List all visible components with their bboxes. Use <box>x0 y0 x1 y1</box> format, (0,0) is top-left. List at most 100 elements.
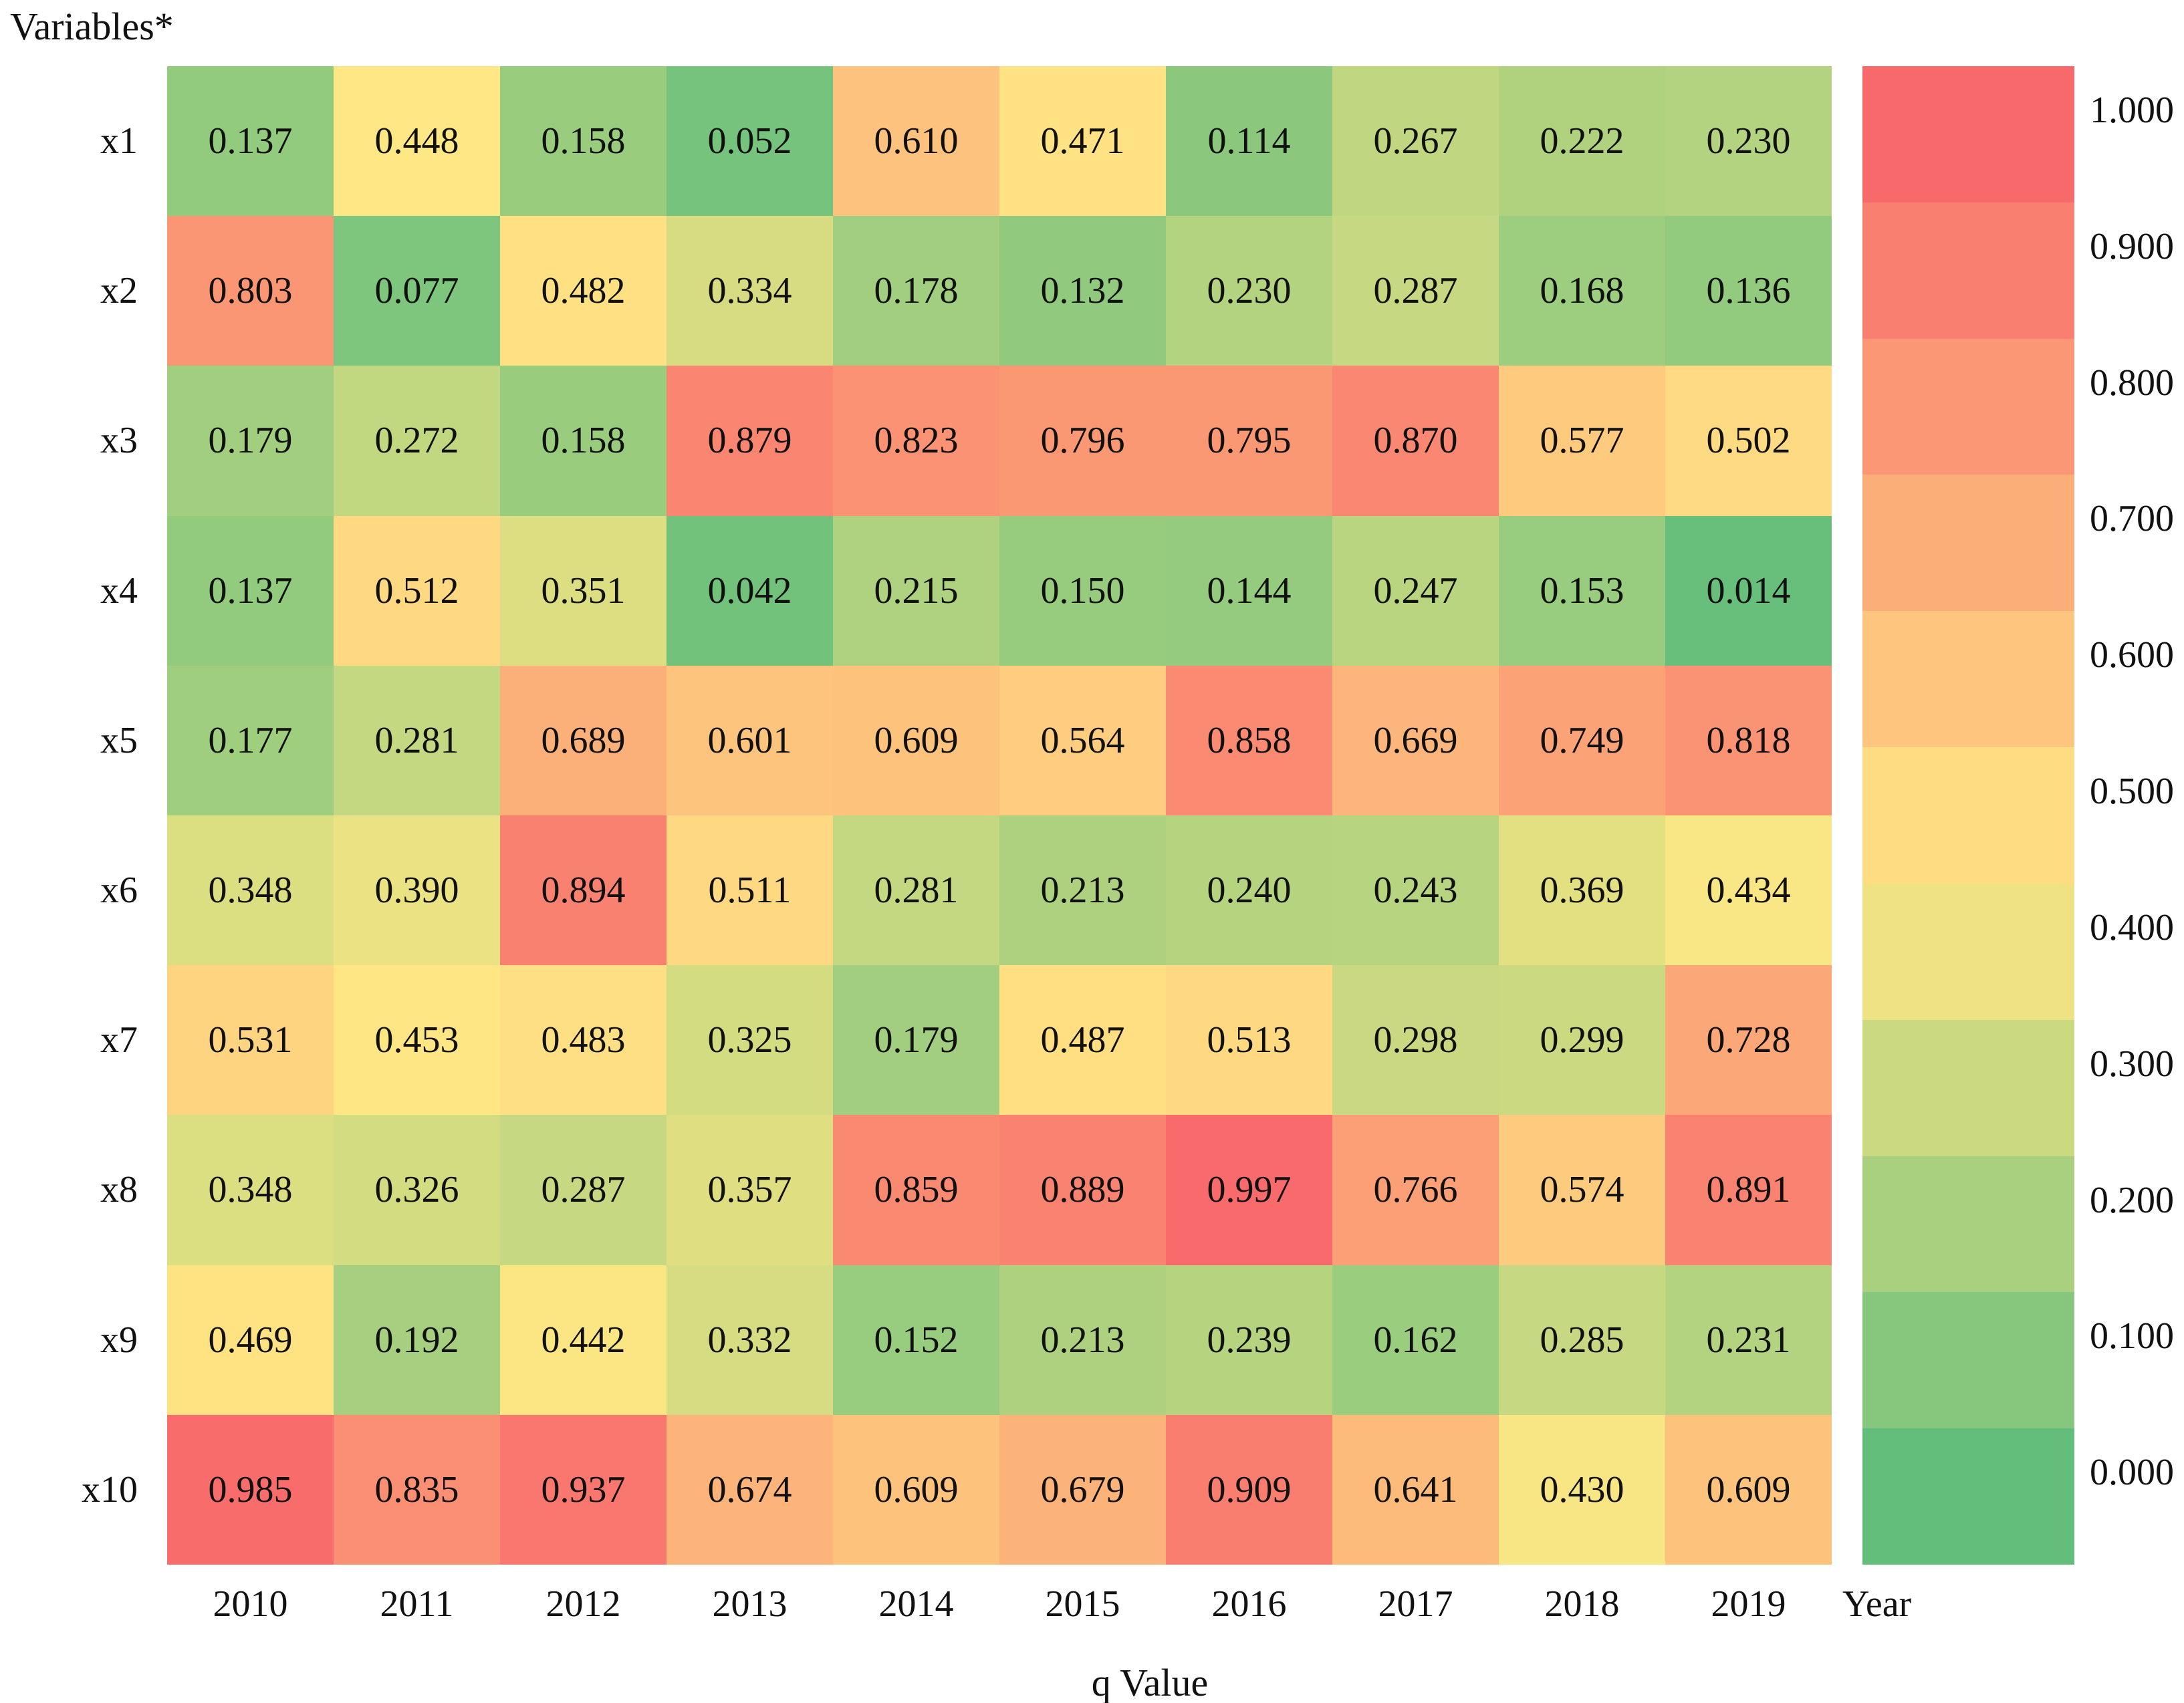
x-axis-year-label: 2012 <box>545 1583 621 1625</box>
heatmap-cell: 0.434 <box>1665 815 1832 966</box>
legend-color-band <box>1862 1292 2074 1429</box>
heatmap-cell: 0.042 <box>666 515 833 666</box>
legend-color-band <box>1862 611 2074 748</box>
y-axis-row-label: x10 <box>82 1468 138 1511</box>
heatmap-cell: 0.390 <box>334 815 500 966</box>
y-axis-row-label: x4 <box>100 569 138 612</box>
heatmap-cell: 0.114 <box>1166 66 1332 217</box>
heatmap-cell: 0.285 <box>1499 1265 1665 1415</box>
heatmap-cell: 0.997 <box>1166 1115 1332 1265</box>
legend-color-band <box>1862 202 2074 339</box>
heatmap-cell: 0.267 <box>1332 66 1499 217</box>
heatmap-cell: 0.158 <box>500 366 666 516</box>
heatmap-cell: 0.891 <box>1665 1115 1832 1265</box>
x-axis-year-label: 2011 <box>380 1583 454 1625</box>
legend-tick-label: 0.600 <box>2090 634 2174 676</box>
x-axis-year-label: 2015 <box>1045 1583 1120 1625</box>
heatmap-cell: 0.512 <box>334 515 500 666</box>
heatmap-cell: 0.469 <box>167 1265 334 1415</box>
heatmap-cell: 0.870 <box>1332 366 1499 516</box>
heatmap-cell: 0.564 <box>999 665 1166 815</box>
heatmap-cell: 0.281 <box>334 665 500 815</box>
x-axis-year-label: 2014 <box>878 1583 954 1625</box>
y-axis-row-label: x7 <box>100 1019 138 1061</box>
legend-tick-label: 0.100 <box>2090 1315 2174 1357</box>
heatmap-cell: 0.502 <box>1665 366 1832 516</box>
x-axis-title: Year <box>1842 1583 1912 1625</box>
heatmap-cell: 0.222 <box>1499 66 1665 217</box>
y-axis-row-label: x9 <box>100 1319 138 1361</box>
heatmap-grid: 0.137 0.448 0.158 0.052 0.610 0.471 0.114 0.267… <box>167 66 1832 1565</box>
heatmap-cell: 0.332 <box>666 1265 833 1415</box>
legend-color-band <box>1862 883 2074 1020</box>
heatmap-cell: 0.287 <box>1332 216 1499 366</box>
heatmap-cell: 0.689 <box>500 665 666 815</box>
x-axis-caption: q Value <box>1091 1660 1209 1703</box>
heatmap-cell: 0.909 <box>1166 1414 1332 1565</box>
legend-color-band <box>1862 66 2074 203</box>
heatmap-cell: 0.132 <box>999 216 1166 366</box>
heatmap-cell: 0.152 <box>833 1265 999 1415</box>
y-axis-title: Variables* <box>10 5 174 48</box>
heatmap-cell: 0.574 <box>1499 1115 1665 1265</box>
heatmap-cell: 0.803 <box>167 216 334 366</box>
heatmap-cell: 0.243 <box>1332 815 1499 966</box>
heatmap-cell: 0.513 <box>1166 965 1332 1116</box>
heatmap-cell: 0.453 <box>334 965 500 1116</box>
heatmap-cell: 0.272 <box>334 366 500 516</box>
heatmap-cell: 0.609 <box>833 665 999 815</box>
heatmap-cell: 0.531 <box>167 965 334 1116</box>
heatmap-cell: 0.213 <box>999 815 1166 966</box>
legend-tick-label: 0.000 <box>2090 1452 2174 1493</box>
x-axis-year-label: 2013 <box>712 1583 787 1625</box>
heatmap-cell: 0.937 <box>500 1414 666 1565</box>
heatmap-cell: 0.247 <box>1332 515 1499 666</box>
heatmap-cell: 0.326 <box>334 1115 500 1265</box>
y-axis-row-label: x5 <box>100 719 138 761</box>
heatmap-cell: 0.858 <box>1166 665 1332 815</box>
heatmap-cell: 0.728 <box>1665 965 1832 1116</box>
heatmap-cell: 0.796 <box>999 366 1166 516</box>
legend-tick-label: 0.300 <box>2090 1043 2174 1085</box>
heatmap-cell: 0.609 <box>833 1414 999 1565</box>
heatmap-cell: 0.144 <box>1166 515 1332 666</box>
y-axis-row-label: x2 <box>100 270 138 312</box>
heatmap-cell: 0.985 <box>167 1414 334 1565</box>
heatmap-cell: 0.281 <box>833 815 999 966</box>
heatmap-cell: 0.215 <box>833 515 999 666</box>
heatmap-cell: 0.471 <box>999 66 1166 217</box>
heatmap-cell: 0.609 <box>1665 1414 1832 1565</box>
x-axis-year-label: 2010 <box>213 1583 288 1625</box>
heatmap-cell: 0.136 <box>1665 216 1832 366</box>
x-axis-year-label: 2018 <box>1544 1583 1620 1625</box>
legend-color-band <box>1862 1019 2074 1156</box>
heatmap-cell: 0.348 <box>167 1115 334 1265</box>
x-axis-year-labels: 2010 2011 2012 2013 2014 2015 2016 2017 2018 2019 <box>167 1574 1832 1634</box>
heatmap-cell: 0.894 <box>500 815 666 966</box>
heatmap-cell: 0.442 <box>500 1265 666 1415</box>
heatmap-cell: 0.482 <box>500 216 666 366</box>
heatmap-cell: 0.162 <box>1332 1265 1499 1415</box>
legend-color-band <box>1862 475 2074 612</box>
legend-tick-label: 0.500 <box>2090 771 2174 812</box>
heatmap-cell: 0.641 <box>1332 1414 1499 1565</box>
heatmap-cell: 0.014 <box>1665 515 1832 666</box>
legend-color-band <box>1862 1156 2074 1293</box>
heatmap-cell: 0.749 <box>1499 665 1665 815</box>
x-axis-year-label: 2016 <box>1211 1583 1287 1625</box>
heatmap-cell: 0.357 <box>666 1115 833 1265</box>
heatmap-cell: 0.818 <box>1665 665 1832 815</box>
heatmap-cell: 0.179 <box>833 965 999 1116</box>
heatmap-cell: 0.348 <box>167 815 334 966</box>
legend-colorbar <box>1862 66 2074 1565</box>
heatmap-cell: 0.674 <box>666 1414 833 1565</box>
legend-color-band <box>1862 1428 2074 1565</box>
y-axis-row-label: x6 <box>100 870 138 912</box>
heatmap-cell: 0.287 <box>500 1115 666 1265</box>
legend-tick-label: 0.200 <box>2090 1180 2174 1221</box>
x-axis-year-label: 2017 <box>1378 1583 1453 1625</box>
heatmap-cell: 0.823 <box>833 366 999 516</box>
heatmap-cell: 0.430 <box>1499 1414 1665 1565</box>
heatmap-cell: 0.213 <box>999 1265 1166 1415</box>
